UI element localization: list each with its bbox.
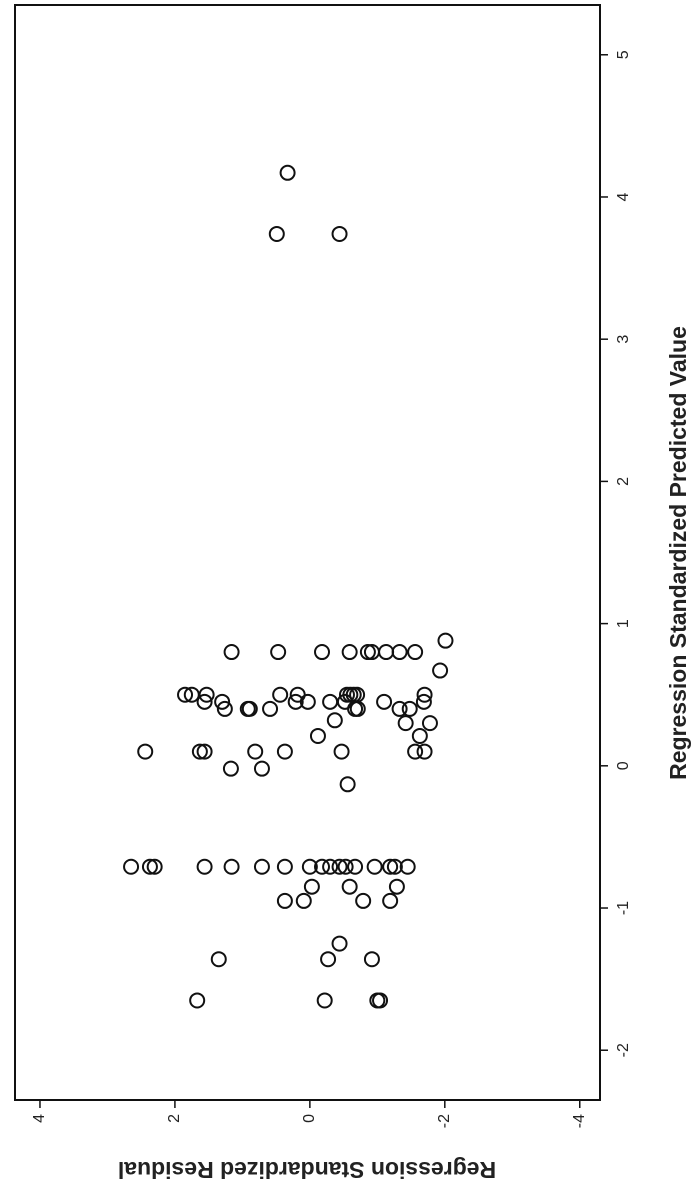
point	[177, 686, 194, 703]
y-tick-label: 0	[301, 1114, 318, 1123]
point	[331, 225, 348, 242]
point	[382, 892, 399, 909]
point	[372, 992, 389, 1009]
point	[301, 858, 318, 875]
point	[239, 700, 256, 717]
point	[411, 727, 428, 744]
point	[326, 712, 343, 729]
point	[339, 776, 356, 793]
point	[262, 700, 279, 717]
point	[276, 743, 293, 760]
point	[198, 686, 215, 703]
point	[216, 700, 233, 717]
point	[191, 743, 208, 760]
point	[137, 743, 154, 760]
point	[397, 715, 414, 732]
point	[279, 164, 296, 181]
point	[322, 858, 339, 875]
point	[341, 878, 358, 895]
point	[247, 743, 264, 760]
x-axis-title: Regression Standardized Predicted Value	[665, 326, 691, 780]
point	[276, 892, 293, 909]
x-tick-label: 4	[615, 192, 632, 201]
point	[415, 693, 432, 710]
x-tick-label: 5	[615, 50, 632, 59]
point	[272, 686, 289, 703]
point	[359, 644, 376, 661]
point	[401, 700, 418, 717]
point	[253, 760, 270, 777]
point	[432, 662, 449, 679]
point	[391, 644, 408, 661]
y-axis-title: Regression Standardized Residual	[118, 1157, 496, 1183]
point	[388, 878, 405, 895]
point	[309, 727, 326, 744]
point	[331, 935, 348, 952]
x-tick-label: 0	[615, 761, 632, 770]
point	[222, 760, 239, 777]
y-tick-label: 4	[31, 1114, 48, 1123]
point	[314, 644, 331, 661]
x-tick-label: 3	[615, 335, 632, 344]
point	[355, 892, 372, 909]
point	[210, 951, 227, 968]
point	[347, 858, 364, 875]
x-tick-label: 2	[615, 477, 632, 486]
point	[314, 858, 331, 875]
point	[378, 644, 395, 661]
point	[331, 858, 348, 875]
point	[270, 644, 287, 661]
point	[416, 686, 433, 703]
point	[253, 858, 270, 875]
point	[189, 992, 206, 1009]
point	[407, 743, 424, 760]
plot-frame	[14, 4, 601, 1101]
point	[316, 992, 333, 1009]
point	[287, 693, 304, 710]
point	[322, 693, 339, 710]
point	[223, 644, 240, 661]
point	[214, 693, 231, 710]
point	[333, 743, 350, 760]
x-tick-label: -1	[615, 901, 632, 915]
point	[349, 686, 366, 703]
point	[407, 644, 424, 661]
point	[196, 858, 213, 875]
point	[437, 632, 454, 649]
y-tick-label: -4	[571, 1114, 588, 1128]
point	[366, 858, 383, 875]
x-tick-label: -2	[615, 1043, 632, 1057]
point	[303, 878, 320, 895]
point	[196, 693, 213, 710]
point	[123, 858, 140, 875]
point	[416, 743, 433, 760]
point	[146, 858, 163, 875]
x-tick-label: 1	[615, 619, 632, 628]
point	[276, 858, 293, 875]
point	[196, 743, 213, 760]
point	[223, 858, 240, 875]
y-tick-label: -2	[436, 1114, 453, 1128]
point	[386, 858, 403, 875]
point	[376, 693, 393, 710]
point	[363, 951, 380, 968]
point	[141, 858, 158, 875]
point	[421, 715, 438, 732]
point	[382, 858, 399, 875]
point	[391, 700, 408, 717]
point	[268, 225, 285, 242]
point	[295, 892, 312, 909]
y-tick-label: 2	[166, 1114, 183, 1123]
point	[337, 858, 354, 875]
point	[289, 686, 306, 703]
rotated-chart: Regression Standardized Predicted Value …	[14, 4, 691, 1183]
point	[341, 644, 358, 661]
point	[399, 858, 416, 875]
point	[320, 951, 337, 968]
